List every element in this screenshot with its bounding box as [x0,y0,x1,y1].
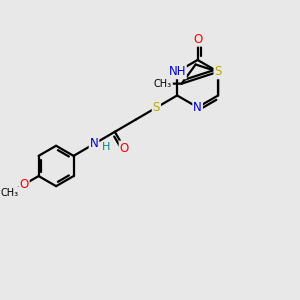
Text: N: N [90,137,98,150]
Text: NH: NH [168,65,186,78]
Text: H: H [102,142,110,152]
Text: CH₃: CH₃ [1,188,19,198]
Text: CH₃: CH₃ [154,79,172,88]
Text: S: S [153,101,160,114]
Text: O: O [20,178,29,191]
Text: S: S [214,65,222,78]
Text: O: O [120,142,129,154]
Text: N: N [193,101,202,114]
Text: O: O [193,33,202,46]
